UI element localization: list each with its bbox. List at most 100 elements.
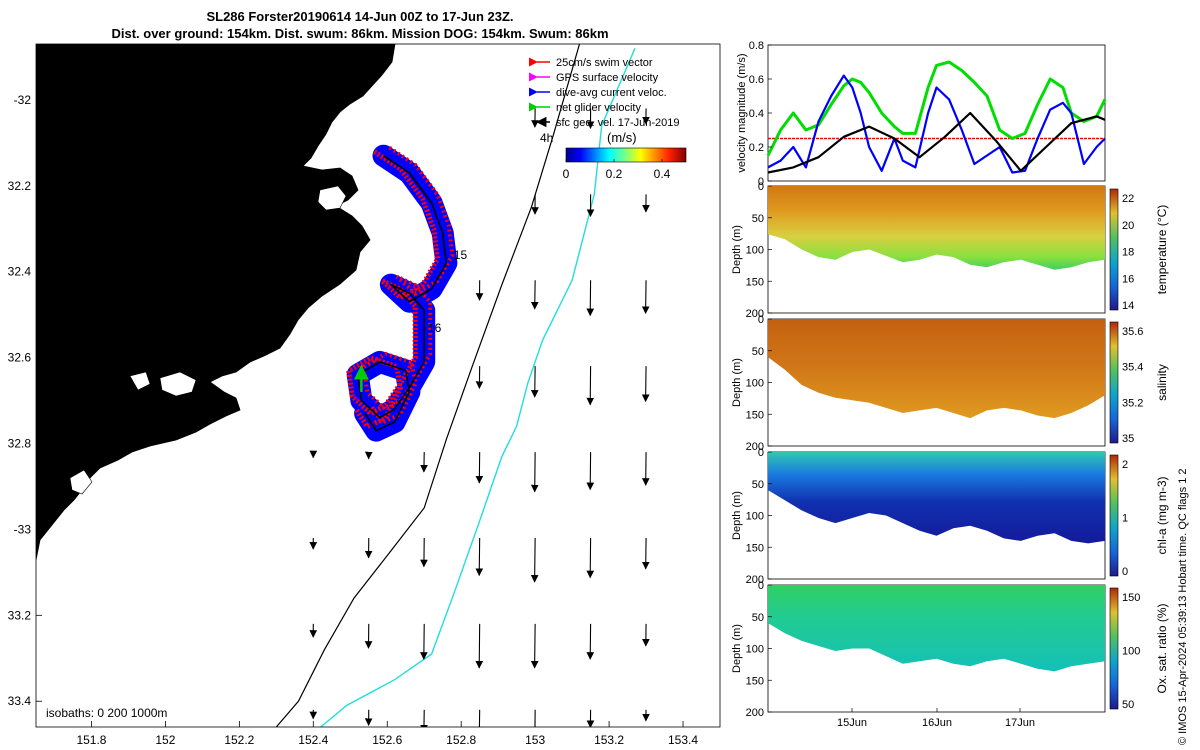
- section-colorbar-label: temperature (°C): [1155, 205, 1169, 295]
- section-panel: 0 50 100 150 200 Depth (m) 50 100 150 Ox. sat. ra…: [731, 580, 1169, 729]
- section-colorbar-label: chl-a (mg m-3): [1155, 476, 1169, 554]
- section-colorbar-tick: 0: [1122, 566, 1128, 578]
- section-y-tick-label: 100: [746, 378, 764, 390]
- map-x-tick-labels: 151.8 152 152.2 152.4 152.6 152.8 153 153.2 153.…: [76, 721, 698, 747]
- title-line-1: SL286 Forster20190614 14-Jun 00Z to 17-J…: [206, 9, 514, 24]
- map-x-tick-label: 152.8: [446, 733, 476, 747]
- map-y-tick-label: 32.2: [8, 179, 32, 193]
- velocity-y-tick-label: 0.8: [749, 40, 764, 52]
- colorbar-tick-label: 0.4: [654, 167, 671, 181]
- map-y-tick-labels: -32 32.2 32.4 32.6 32.8 -33 33.2 33.4: [8, 93, 42, 708]
- section-data-field: [768, 319, 1105, 419]
- section-y-tick-label: 200: [746, 441, 764, 453]
- map-x-tick-label: 152: [155, 733, 175, 747]
- velocity-y-tick-label: 0.6: [749, 74, 764, 86]
- legend-entry: sfc geo. vel. 17-Jun-2019: [556, 117, 680, 129]
- map-y-tick-label: -33: [14, 522, 32, 536]
- section-y-tick-label: 50: [752, 479, 764, 491]
- time-tick-label: 17Jun: [1005, 717, 1035, 729]
- map-frame: [35, 43, 721, 728]
- land-mass: [36, 44, 396, 561]
- map-x-tick-label: 152.2: [224, 733, 254, 747]
- colorbar-note: 4h: [540, 131, 553, 145]
- colorbar-tick-label: 0: [563, 167, 570, 181]
- section-colorbar-tick: 35: [1122, 433, 1134, 445]
- colorbar-ticks: 0 0.2 0.4: [563, 159, 671, 181]
- geo-velocity-arrow: [530, 623, 539, 669]
- section-y-tick-label: 0: [758, 314, 764, 326]
- velocity-series-line: [767, 111, 1106, 174]
- map-x-tick-label: 151.8: [76, 733, 106, 747]
- section-colorbar-tick: 35.4: [1122, 362, 1143, 374]
- colorbar-label: (m/s): [607, 130, 637, 145]
- map-y-tick-label: 32.4: [8, 265, 32, 279]
- section-panel: 0 50 100 150 200 Depth (m) 14 16 18 20 22 temperatu…: [731, 181, 1169, 320]
- speed-colorbar: 4h (m/s) 0 0.2 0.4: [540, 130, 687, 181]
- section-colorbar: [1109, 587, 1119, 710]
- legend-entry: 25cm/s swim vector: [556, 57, 653, 69]
- section-colorbar-tick: 150: [1122, 592, 1140, 604]
- section-panel: 0 50 100 150 200 Depth (m) 0 1 2 chl-a (mg m-3): [731, 447, 1169, 586]
- map-y-tick-label: 33.2: [8, 608, 32, 622]
- section-ylabel: Depth (m): [731, 491, 743, 540]
- swim-vector-swath: [345, 149, 440, 430]
- section-data-field: [768, 452, 1105, 544]
- map-x-tick-label: 153.2: [594, 733, 624, 747]
- legend-entry: GPS surface velocity: [556, 72, 659, 84]
- velocity-series-line: [767, 74, 1106, 174]
- section-colorbar-tick: 18: [1122, 247, 1134, 259]
- section-y-tick-label: 50: [752, 346, 764, 358]
- map-y-tick-label: -32: [14, 93, 32, 107]
- section-colorbar-tick: 16: [1122, 273, 1134, 285]
- section-y-tick-label: 200: [746, 574, 764, 586]
- velocity-series: [766, 60, 1107, 174]
- section-data-field: [768, 585, 1105, 672]
- section-colorbar-tick: 1: [1122, 513, 1128, 525]
- coastal-lakes: [69, 185, 347, 495]
- section-colorbar-tick: 35.6: [1122, 326, 1143, 338]
- section-y-tick-label: 200: [746, 308, 764, 320]
- velocity-y-ticks: 0 0.2 0.4 0.6 0.8: [749, 40, 772, 188]
- section-y-tick-label: 150: [746, 542, 764, 554]
- section-ylabel: Depth (m): [731, 624, 743, 673]
- map-y-tick-label: 32.8: [8, 436, 32, 450]
- velocity-y-tick-label: 0.4: [749, 108, 764, 120]
- legend-entry: dive-avg current veloc.: [556, 87, 667, 99]
- section-colorbar-label: salinity: [1155, 364, 1169, 401]
- section-y-tick-label: 100: [746, 245, 764, 257]
- section-colorbar: [1109, 321, 1119, 444]
- map-y-tick-label: 33.4: [8, 694, 32, 708]
- section-ylabel: Depth (m): [731, 358, 743, 407]
- section-colorbar-tick: 22: [1122, 193, 1134, 205]
- section-y-tick-label: 150: [746, 409, 764, 421]
- section-data-field: [768, 186, 1105, 270]
- geo-velocity-arrow: [530, 537, 539, 583]
- velocity-y-tick-label: 0: [758, 176, 764, 188]
- section-colorbar-label: Ox. sat. ratio (%): [1155, 603, 1169, 693]
- section-y-tick-label: 150: [746, 675, 764, 687]
- section-y-tick-label: 0: [758, 580, 764, 592]
- map-legend: 25cm/s swim vector GPS surface velocity di…: [528, 57, 680, 129]
- section-colorbar: [1109, 454, 1119, 577]
- section-y-tick-label: 0: [758, 447, 764, 459]
- section-colorbar: [1109, 188, 1119, 311]
- velocity-panel: 0 0.2 0.4 0.6 0.8 velocity magnitude (m/s): [736, 40, 1107, 188]
- track-day-label: 16: [428, 321, 442, 335]
- track-day-label: 15: [454, 248, 468, 262]
- geostrophic-vector-field: [309, 108, 650, 727]
- title-line-2: Dist. over ground: 154km. Dist. swum: 86…: [111, 26, 609, 41]
- section-y-tick-label: 150: [746, 276, 764, 288]
- legend-entry: net glider velocity: [556, 102, 641, 114]
- velocity-series-line: [766, 60, 1107, 157]
- isobath-lines: [275, 44, 636, 727]
- map-x-tick-label: 153: [525, 733, 545, 747]
- colorbar-gradient: [565, 147, 687, 163]
- section-panel: 0 50 100 150 200 Depth (m) 35 35.2 35.4 35.6 salin…: [731, 314, 1169, 453]
- section-colorbar-tick: 50: [1122, 699, 1134, 711]
- map-x-tick-label: 153.4: [668, 733, 698, 747]
- colorbar-tick-label: 0.2: [606, 167, 623, 181]
- map-x-tick-label: 152.4: [298, 733, 328, 747]
